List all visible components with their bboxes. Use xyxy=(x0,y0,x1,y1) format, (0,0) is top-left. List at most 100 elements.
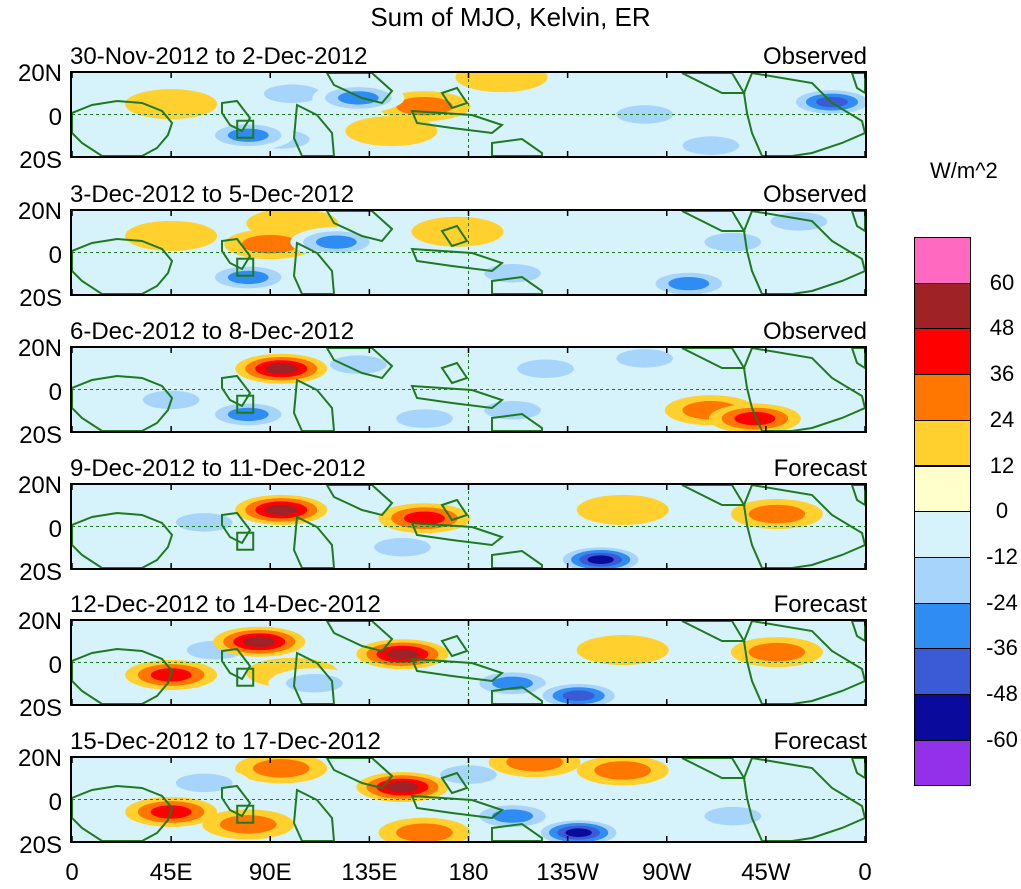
x-label: 90E xyxy=(248,859,292,886)
x-label: 135W xyxy=(536,859,599,886)
anomaly-map xyxy=(72,348,865,431)
anomaly-contour xyxy=(125,220,218,251)
anomaly-contour xyxy=(440,765,497,784)
anomaly-map xyxy=(72,73,865,156)
anomaly-contour xyxy=(330,355,387,374)
coastline xyxy=(410,384,505,410)
y-label-20s: 20S xyxy=(19,147,62,174)
y-label-20s: 20S xyxy=(19,695,62,722)
colorbar-label: -24 xyxy=(986,589,1018,615)
anomaly-contour xyxy=(263,84,321,103)
map-panel xyxy=(70,71,867,158)
coastline xyxy=(292,515,336,568)
reference-box xyxy=(236,257,255,277)
coastline xyxy=(440,361,469,385)
anomaly-map xyxy=(72,211,865,294)
coastline xyxy=(72,237,174,294)
anomaly-contour xyxy=(587,555,614,564)
anomaly-contour xyxy=(356,247,449,278)
coastline xyxy=(410,109,505,135)
anomaly-contour xyxy=(734,411,776,426)
y-label-20n: 20N xyxy=(17,472,62,499)
anomaly-contour xyxy=(396,823,453,841)
coastline xyxy=(72,99,174,156)
coastline xyxy=(440,634,469,658)
coastline xyxy=(742,621,865,704)
coastline xyxy=(325,758,394,790)
y-label-20s: 20S xyxy=(19,422,62,449)
coastline xyxy=(742,211,865,294)
coastline xyxy=(221,784,252,818)
coastline xyxy=(292,378,336,431)
reference-box xyxy=(236,119,255,139)
panel-date-range: 6-Dec-2012 to 8-Dec-2012 xyxy=(70,318,355,345)
anomaly-contour xyxy=(506,758,563,772)
anomaly-contour xyxy=(227,270,269,285)
reference-box xyxy=(236,667,255,687)
anomaly-contour xyxy=(285,674,343,693)
colorbar-label: 48 xyxy=(989,315,1015,341)
colorbar-label: -48 xyxy=(986,681,1018,706)
y-label-eq: 0 xyxy=(48,241,62,269)
coastline xyxy=(850,211,865,233)
colorbar-swatch xyxy=(914,556,971,604)
anomaly-contour xyxy=(396,96,453,116)
coastline xyxy=(292,788,336,841)
coastline xyxy=(440,86,469,110)
colorbar-swatch xyxy=(914,237,971,284)
reference-box xyxy=(236,804,255,824)
anomaly-contour xyxy=(668,276,710,291)
anomaly-contour xyxy=(455,73,548,93)
anomaly-contour xyxy=(565,828,592,837)
panel-status: Forecast xyxy=(773,591,867,618)
coastline xyxy=(742,758,865,841)
coastline xyxy=(440,224,469,248)
colorbar-label: 24 xyxy=(989,406,1015,432)
coastline xyxy=(491,275,543,294)
x-label: 90W xyxy=(642,859,692,886)
colorbar-swatch xyxy=(914,419,971,467)
colorbar-swatch xyxy=(914,602,971,650)
coastline xyxy=(410,657,505,683)
coastline xyxy=(681,485,746,506)
coastline xyxy=(325,73,394,105)
anomaly-contour xyxy=(125,89,218,120)
map-panel xyxy=(70,346,867,433)
y-label-20s: 20S xyxy=(19,559,62,586)
anomaly-contour xyxy=(492,809,533,823)
coastline xyxy=(850,348,865,370)
coastline xyxy=(681,73,746,94)
y-label-20n: 20N xyxy=(17,198,62,225)
colorbar-label: 36 xyxy=(989,361,1015,387)
figure-title: Sum of MJO, Kelvin, ER xyxy=(370,2,651,32)
anomaly-contour xyxy=(484,264,541,283)
anomaly-map xyxy=(72,485,865,568)
coastline xyxy=(742,73,865,156)
coastline xyxy=(681,348,746,369)
coastline xyxy=(491,549,543,568)
coastline xyxy=(440,498,469,522)
y-label-20s: 20S xyxy=(19,832,62,859)
anomaly-contour xyxy=(594,761,652,780)
coastline xyxy=(742,485,865,568)
coastline xyxy=(410,247,505,273)
coastline xyxy=(491,137,543,156)
coastline xyxy=(325,485,394,517)
colorbar-swatch xyxy=(914,465,971,513)
colorbar-label: -12 xyxy=(986,543,1018,569)
anomaly-contour xyxy=(252,759,310,778)
anomaly-contour xyxy=(411,216,504,247)
coastline xyxy=(850,758,865,780)
y-label-eq: 0 xyxy=(48,651,62,679)
coastline xyxy=(292,651,336,704)
coastline xyxy=(72,647,174,704)
y-label-eq: 0 xyxy=(48,103,62,131)
anomaly-contour xyxy=(374,538,431,557)
coastline xyxy=(742,348,865,431)
y-label-20n: 20N xyxy=(17,745,62,772)
reference-box xyxy=(236,531,255,551)
colorbar-label: -36 xyxy=(986,635,1018,661)
anomaly-contour xyxy=(576,494,669,525)
anomaly-contour xyxy=(265,363,298,374)
anomaly-contour xyxy=(396,409,453,428)
